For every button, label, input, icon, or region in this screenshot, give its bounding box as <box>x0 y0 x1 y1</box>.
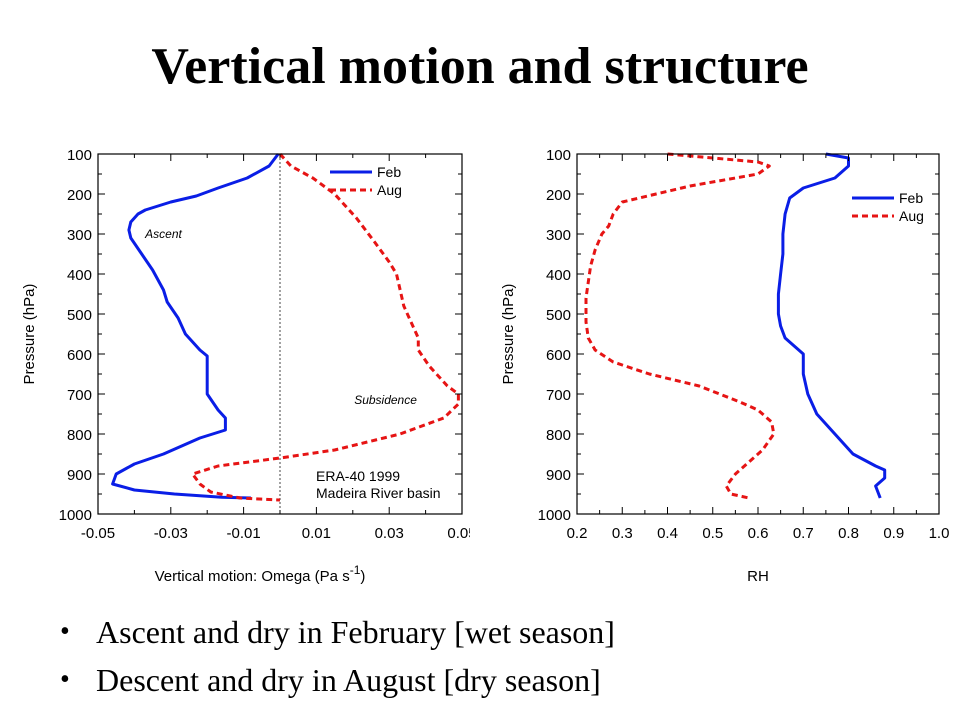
legend-label: Aug <box>899 208 924 224</box>
chart-note: ERA-40 1999 <box>316 468 400 484</box>
annotation-text: Subsidence <box>354 393 417 407</box>
y-axis-label: Pressure (hPa) <box>21 284 38 385</box>
bullet-text: Ascent and dry in February [wet season] <box>96 614 615 650</box>
annotation-text: Ascent <box>144 227 182 241</box>
x-tick-label: -0.03 <box>154 525 188 542</box>
x-tick-label: 0.05 <box>447 525 470 542</box>
x-tick-label: 0.6 <box>748 525 769 542</box>
x-tick-label: -0.01 <box>226 525 260 542</box>
x-axis-label: RH <box>747 568 769 585</box>
x-tick-label: 1.0 <box>929 525 950 542</box>
bullet-text: Descent and dry in August [dry season] <box>96 662 601 698</box>
y-tick-label: 300 <box>67 227 92 244</box>
bullet-dot: • <box>60 616 70 647</box>
plot-frame <box>576 153 940 515</box>
y-axis-label: Pressure (hPa) <box>500 284 517 385</box>
series-line-aug <box>191 152 460 502</box>
x-tick-label: 0.03 <box>375 525 404 542</box>
slide-title: Vertical motion and structure <box>151 38 809 95</box>
series-line-feb <box>776 152 887 499</box>
y-tick-label: 700 <box>546 387 571 404</box>
series-line-aug <box>584 152 776 500</box>
x-axis-label-end: ) <box>360 568 365 585</box>
y-tick-label: 900 <box>546 467 571 484</box>
y-tick-label: 800 <box>67 427 92 444</box>
x-tick-label: 0.7 <box>793 525 814 542</box>
y-tick-label: 100 <box>546 147 571 164</box>
legend-label: Aug <box>377 182 402 198</box>
y-tick-label: 1000 <box>538 507 571 524</box>
bullet-dot: • <box>60 664 70 695</box>
x-tick-label: -0.05 <box>81 525 115 542</box>
y-tick-label: 500 <box>546 307 571 324</box>
y-tick-label: 500 <box>67 307 92 324</box>
y-tick-label: 900 <box>67 467 92 484</box>
y-tick-label: 400 <box>67 267 92 284</box>
legend-label: Feb <box>377 164 401 180</box>
x-tick-label: 0.01 <box>302 525 331 542</box>
y-tick-label: 600 <box>67 347 92 364</box>
x-tick-label: 0.8 <box>838 525 859 542</box>
y-tick-label: 700 <box>67 387 92 404</box>
y-tick-label: 600 <box>546 347 571 364</box>
y-tick-label: 200 <box>67 187 92 204</box>
bullet-item: • Descent and dry in August [dry season] <box>58 656 615 704</box>
y-tick-label: 1000 <box>59 507 92 524</box>
x-tick-label: 0.5 <box>702 525 723 542</box>
x-tick-label: 0.9 <box>883 525 904 542</box>
x-tick-label: 0.2 <box>567 525 588 542</box>
y-tick-label: 200 <box>546 187 571 204</box>
y-tick-label: 400 <box>546 267 571 284</box>
chart-note: Madeira River basin <box>316 485 441 501</box>
legend-label: Feb <box>899 190 923 206</box>
x-axis-label-exponent: -1 <box>350 563 361 577</box>
bullet-item: • Ascent and dry in February [wet season] <box>58 608 615 656</box>
y-tick-label: 800 <box>546 427 571 444</box>
x-tick-label: 0.3 <box>612 525 633 542</box>
chart-omega: 100 200 300 400 500 600 700 800 900 1000-0.05 -0.0… <box>21 147 470 585</box>
y-tick-label: 100 <box>67 147 92 164</box>
series-line-feb <box>111 153 280 500</box>
x-axis-label: Vertical motion: Omega (Pa s-1) <box>155 563 366 585</box>
x-tick-label: 0.4 <box>657 525 678 542</box>
bullet-list: • Ascent and dry in February [wet season]… <box>58 608 615 704</box>
y-tick-label: 300 <box>546 227 571 244</box>
